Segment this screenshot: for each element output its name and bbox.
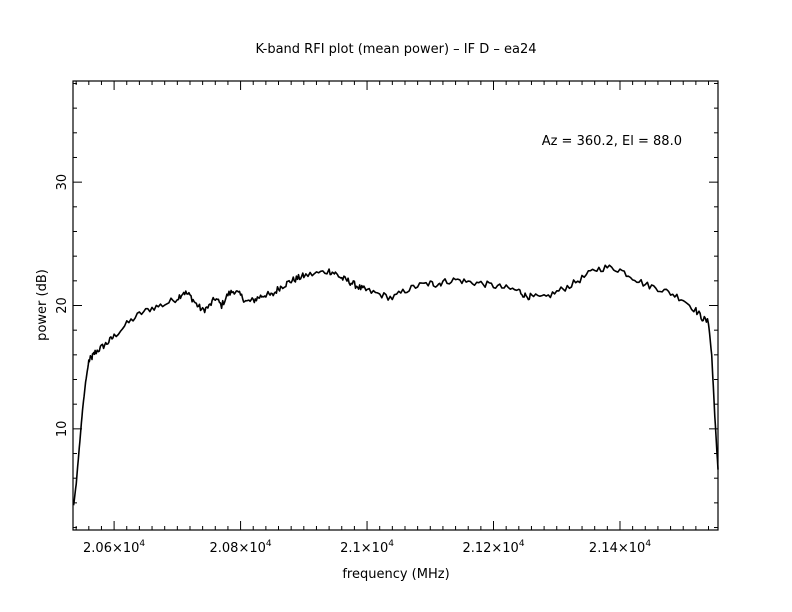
y-tick-label: 20: [55, 297, 70, 314]
y-tick-label: 10: [55, 421, 70, 438]
x-tick-labels: 2.06×104 2.08×104 2.1×104 2.12×104 2.14×104: [83, 539, 651, 556]
x-axis-label: frequency (MHz): [342, 567, 449, 582]
x-tick-label: 2.12×104: [462, 539, 524, 556]
pointing-annotation: Az = 360.2, El = 88.0: [542, 134, 682, 149]
x-tick-label: 2.08×104: [210, 539, 272, 556]
y-tick-labels: 10 20 30: [55, 174, 70, 437]
x-tick-label: 2.1×104: [340, 539, 394, 556]
axis-ticks: [73, 81, 718, 530]
chart-title: K-band RFI plot (mean power) – IF D – ea…: [255, 42, 536, 57]
x-tick-label: 2.06×104: [83, 539, 145, 556]
series-line: [72, 264, 719, 506]
x-tick-label: 2.14×104: [589, 539, 651, 556]
y-axis-label: power (dB): [35, 269, 50, 341]
y-tick-label: 30: [55, 174, 70, 191]
